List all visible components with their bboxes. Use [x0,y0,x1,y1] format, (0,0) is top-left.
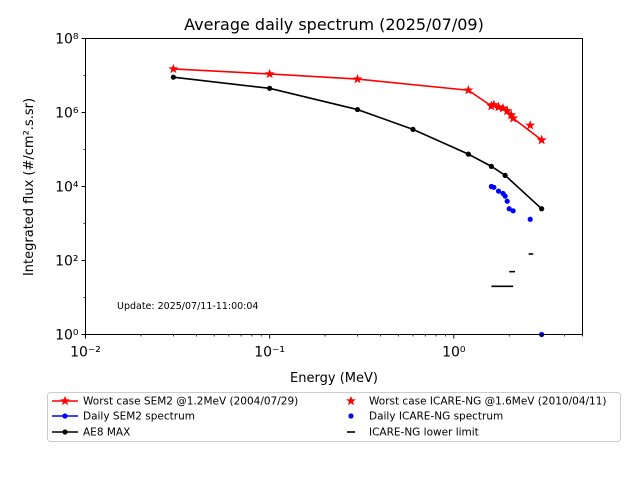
series-0-point-2 [352,73,363,84]
x-tick-label-0: 10⁻² [70,345,101,361]
series-1-point-6 [508,113,519,123]
y-tick-label-2: 10⁴ [55,180,79,196]
y-axis-ticks: 10⁰ 10² 10⁴ 10⁶ 10⁸ [55,32,86,344]
series-5 [491,253,534,288]
series-4-point-6 [502,172,508,178]
x-tick-label-1: 10⁻¹ [254,345,285,361]
legend-label-3: Daily ICARE-NG spectrum [369,411,503,423]
y-tick-label-0: 10⁰ [55,328,79,344]
legend-item-3: Daily ICARE-NG spectrum [348,411,503,423]
legend-item-4: AE8 MAX [52,427,130,439]
x-axis-ticks: 10⁻² 10⁻¹ 10⁰ [70,334,583,361]
series-4 [170,74,545,212]
legend-label-0: Worst case SEM2 @1.2MeV (2004/07/29) [83,396,298,408]
legend-label-2: Daily SEM2 spectrum [83,411,195,423]
series-4-point-0 [170,74,176,80]
legend-item-0: Worst case SEM2 @1.2MeV (2004/07/29) [52,396,298,408]
series-0-point-0 [168,63,179,74]
legend-item-2: Daily SEM2 spectrum [52,411,195,423]
series-3-point-6 [506,206,512,212]
update-annotation: Update: 2025/07/11-11:00:04 [117,301,258,312]
series-3-point-1 [491,184,497,190]
series-1-point-1 [488,99,499,110]
legend-marker-1 [346,395,356,406]
legend-marker-0 [60,395,70,406]
series-4-point-3 [410,126,416,132]
series-4-line [173,76,543,210]
x-axis-label: Energy (MeV) [290,371,378,386]
legend-label-5: ICARE-NG lower limit [369,427,479,439]
series-4-point-2 [354,106,361,113]
chart-title: Average daily spectrum (2025/07/09) [184,15,484,34]
series-1-point-5 [506,109,517,120]
series-4-point-7 [539,206,545,212]
legend-item-5: ICARE-NG lower limit [347,427,479,439]
series-4-point-4 [465,151,471,157]
series-3-point-2 [495,188,502,194]
series-1-point-8 [536,134,547,145]
series-1-point-0 [486,100,497,111]
legend-label-1: Worst case ICARE-NG @1.6MeV (2010/04/11) [369,396,607,408]
series-1-point-4 [502,105,513,116]
series-3-point-8 [527,216,533,222]
x-tick-label-2: 10⁰ [442,345,466,361]
series-4-point-1 [267,85,273,91]
series-3-point-7 [510,208,516,214]
y-tick-label-4: 10⁸ [55,32,79,48]
series-0-point-3 [463,85,474,95]
y-tick-label-3: 10⁶ [55,106,79,122]
series-1-point-7 [525,120,536,130]
series-1 [486,99,547,145]
series-3-point-5 [504,198,510,204]
legend-label-4: AE8 MAX [83,427,130,439]
series-0-point-1 [264,68,275,79]
legend-item-1: Worst case ICARE-NG @1.6MeV (2010/04/11) [346,395,607,408]
y-axis-label: Integrated flux (#/cm².s.sr) [22,98,37,276]
series-3-point-4 [502,193,508,199]
legend-marker-4 [62,429,68,435]
series-1-point-3 [498,103,508,113]
legend-box [47,392,621,442]
y-tick-label-1: 10² [55,254,78,270]
series-3 [488,183,533,222]
legend-marker-2 [62,413,68,419]
series-1-point-2 [493,101,504,112]
legend-marker-3 [348,413,354,419]
legend: Worst case SEM2 @1.2MeV (2004/07/29) Wors… [47,392,621,442]
series-4-point-5 [488,163,494,169]
